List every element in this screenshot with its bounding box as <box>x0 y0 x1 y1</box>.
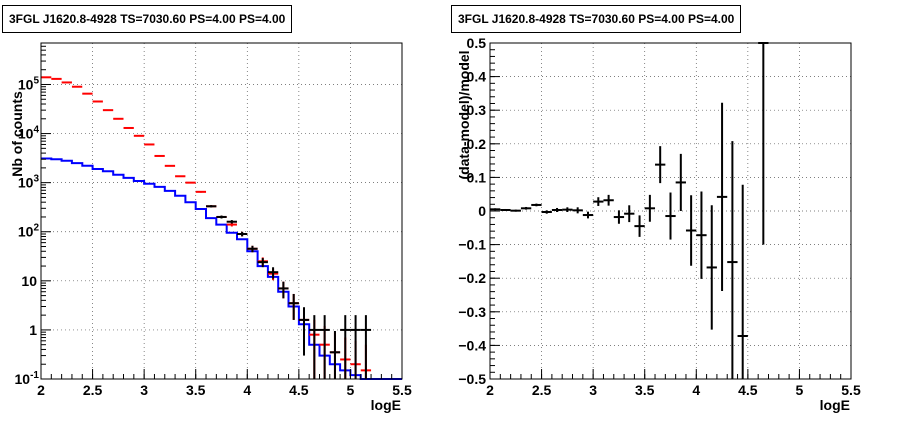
x-tick-label: 4.5 <box>738 382 758 398</box>
data-point <box>573 207 583 213</box>
data-point <box>552 208 562 212</box>
y-axis-label: (data-model)/model <box>456 50 472 179</box>
x-tick-label: 5 <box>347 382 355 398</box>
x-tick-label: 3.5 <box>186 382 206 398</box>
y-axis-label: Nb of counts <box>9 91 25 177</box>
data-point <box>676 154 686 211</box>
y-tick-label: −0.1 <box>458 237 486 253</box>
data-point <box>531 204 541 207</box>
x-axis-label: logE <box>371 397 401 413</box>
x-tick-label: 3 <box>140 382 148 398</box>
data-point <box>614 210 624 223</box>
plot-frame <box>41 43 402 379</box>
data-point <box>634 215 644 237</box>
x-tick-label: 5 <box>796 382 804 398</box>
data-point <box>624 205 634 222</box>
data-point <box>583 212 593 219</box>
data-point <box>696 192 706 279</box>
data-point <box>707 205 717 329</box>
x-tick-label: 5.5 <box>841 382 861 398</box>
y-tick-label: 102 <box>18 223 40 240</box>
x-tick-label: 2 <box>37 382 45 398</box>
y-tick-label: 10 <box>21 273 37 289</box>
data-point <box>299 307 309 355</box>
data-point <box>319 315 329 379</box>
y-tick-label: −0.2 <box>458 270 486 286</box>
data-point <box>521 207 531 210</box>
data-point <box>206 205 216 207</box>
model-step-line <box>41 159 402 380</box>
chart-title: 3FGL J1620.8-4928 TS=7030.60 PS=4.00 PS=… <box>451 5 741 33</box>
y-tick-label: −0.3 <box>458 304 486 320</box>
data-point <box>165 165 175 166</box>
x-tick-label: 3.5 <box>635 382 655 398</box>
data-point <box>603 195 613 206</box>
x-tick-label: 3 <box>589 382 597 398</box>
data-point <box>511 210 521 212</box>
data-point <box>665 193 675 240</box>
data-point <box>593 197 603 206</box>
data-point <box>154 156 164 157</box>
y-tick-label: 0 <box>478 203 486 219</box>
data-point <box>216 216 226 219</box>
x-tick-label: 4.5 <box>289 382 309 398</box>
data-point <box>490 208 500 210</box>
y-tick-label: 1 <box>29 322 37 338</box>
data-point <box>645 195 655 222</box>
data-point <box>144 144 154 145</box>
y-tick-label: 10-1 <box>15 370 40 387</box>
data-marks <box>41 77 402 379</box>
y-tick-label: −0.5 <box>458 371 486 387</box>
data-point <box>175 176 185 177</box>
data-point <box>196 191 206 193</box>
x-tick-label: 5.5 <box>392 382 412 398</box>
data-point <box>185 182 195 183</box>
x-tick-label: 4 <box>243 382 251 398</box>
x-tick-label: 4 <box>692 382 700 398</box>
x-tick-label: 2.5 <box>83 382 103 398</box>
data-point <box>717 103 727 291</box>
x-axis-label: logE <box>820 397 850 413</box>
x-tick-label: 2.5 <box>532 382 552 398</box>
data-point <box>309 315 319 379</box>
data-point <box>237 232 247 237</box>
data-point <box>227 220 237 223</box>
x-tick-label: 2 <box>486 382 494 398</box>
data-point <box>738 185 748 379</box>
y-tick-label: −0.4 <box>458 337 486 353</box>
y-tick-label: 0.5 <box>467 35 487 51</box>
data-point <box>727 141 737 379</box>
data-point <box>655 146 665 183</box>
data-point <box>350 315 360 379</box>
chart-title: 3FGL J1620.8-4928 TS=7030.60 PS=4.00 PS=… <box>2 5 292 33</box>
data-point <box>686 195 696 266</box>
data-point <box>500 209 510 211</box>
y-tick-label: 105 <box>18 75 40 92</box>
data-point <box>278 282 288 299</box>
data-point <box>330 331 340 379</box>
grid <box>41 43 402 379</box>
